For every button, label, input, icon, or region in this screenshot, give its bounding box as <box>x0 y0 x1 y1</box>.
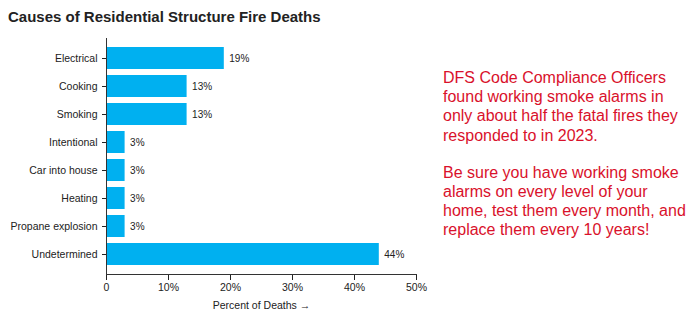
svg-text:44%: 44% <box>384 249 404 260</box>
svg-text:3%: 3% <box>130 165 145 176</box>
svg-text:Undetermined: Undetermined <box>32 248 98 260</box>
svg-text:3%: 3% <box>130 193 145 204</box>
svg-text:20%: 20% <box>220 281 241 293</box>
svg-text:Electrical: Electrical <box>55 52 98 64</box>
svg-text:10%: 10% <box>158 281 179 293</box>
svg-text:Percent of Deaths →: Percent of Deaths → <box>213 299 310 311</box>
html-text:DFS Code Compliance Officers f: DFS Code Compliance Officers found worki… <box>443 69 678 144</box>
svg-text:Smoking: Smoking <box>57 108 98 120</box>
svg-text:Car into house: Car into house <box>29 164 97 176</box>
svg-text:13%: 13% <box>192 81 212 92</box>
svg-text:50%: 50% <box>406 281 427 293</box>
svg-text:30%: 30% <box>282 281 303 293</box>
svg-text:Intentional: Intentional <box>49 136 97 148</box>
svg-text:13%: 13% <box>192 109 212 120</box>
svg-text:Cooking: Cooking <box>59 80 98 92</box>
svg-text:40%: 40% <box>344 281 365 293</box>
svg-text:19%: 19% <box>229 53 249 64</box>
svg-text:3%: 3% <box>130 221 145 232</box>
html-text:Causes of Residential Structur: Causes of Residential Structure Fire Dea… <box>8 8 321 25</box>
svg-text:3%: 3% <box>130 137 145 148</box>
svg-text:Heating: Heating <box>61 192 97 204</box>
html-text:Be sure you have working smoke: Be sure you have working smoke alarms on… <box>443 163 686 239</box>
svg-text:Propane explosion: Propane explosion <box>11 220 98 232</box>
svg-text:0: 0 <box>104 281 110 293</box>
